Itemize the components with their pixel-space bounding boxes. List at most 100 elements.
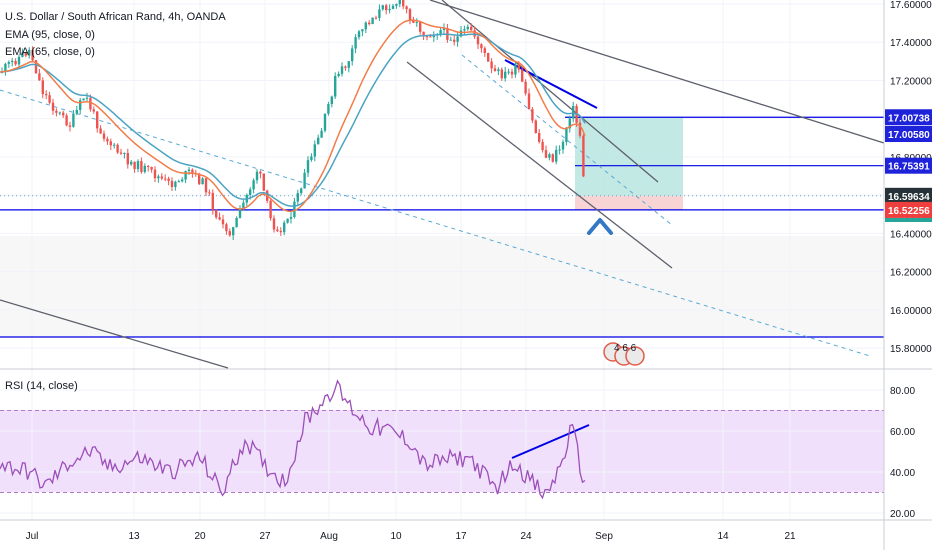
candle [548,154,551,158]
candle [300,188,303,194]
candle [337,73,340,77]
candle [106,138,109,142]
candle [174,181,177,187]
trend-lines [0,0,885,459]
lower-trend-line [0,299,229,369]
candle [102,133,106,139]
channel-upper-line [441,0,659,183]
rsi-tick-label: 40.00 [890,468,915,479]
candle [517,64,520,70]
candle [255,171,259,181]
ema-lines [0,19,586,212]
candle [531,109,534,121]
price-badge-label: 16.52256 [888,206,930,217]
candle [453,39,456,42]
candle [551,154,554,162]
candle [153,169,157,179]
candles [0,0,585,241]
price-badge [885,157,932,174]
rsi-line [0,379,586,500]
candle [45,94,48,96]
candle [242,202,245,209]
candle [544,150,548,158]
time-axis: Jul 13 20 27 Aug 10 17 24 Sep 14 21 [26,531,796,542]
candle [184,170,187,180]
candle [126,152,129,165]
candle [215,209,218,218]
candle [14,60,17,65]
candle [347,61,350,68]
candle [164,178,167,180]
candle [201,178,204,185]
candle [62,112,65,116]
price-tick-label: 17.60000 [890,0,932,11]
rsi-band [0,410,884,492]
candle [330,96,333,105]
candle [524,81,527,94]
divergence-rsi-line [511,424,590,459]
time-tick-label: Sep [595,531,613,542]
candle [344,66,347,68]
candle [38,73,41,81]
candle [320,130,323,138]
candle [289,216,293,219]
rsi-tick-label: 80.00 [890,386,915,397]
candle [408,9,412,20]
candle [327,104,330,114]
candle [28,49,31,56]
candle [167,178,170,181]
candle [541,141,544,151]
candle [221,219,225,225]
candle [259,171,262,174]
candle [568,118,571,129]
price-tick-label: 16.00000 [890,306,932,317]
profit-zone [575,117,683,196]
candle [500,69,503,79]
candle [412,19,415,23]
events-marker[interactable]: 4 6 6 [603,342,645,366]
flag-calendar-icon [625,346,645,366]
candle [89,97,92,110]
price-badge-label: 17.00738 [888,113,930,124]
rsi-legend[interactable]: RSI (14, close) [5,380,78,392]
candle [170,180,174,187]
chart-title: U.S. Dollar / South African Rand, 4h, OA… [5,11,226,23]
candle [398,0,401,5]
ema-65-legend[interactable]: EMA (65, close, 0) [5,46,95,58]
price-axis: 17.6000017.4000017.2000017.0000016.80000… [890,0,932,520]
time-tick-label: Aug [320,531,338,542]
long-trend-line [429,0,885,144]
candle [68,125,72,127]
price-badge [885,187,932,204]
candle [160,176,163,179]
candle [378,9,381,18]
candle [385,5,388,11]
time-tick-label: 24 [520,531,532,542]
candle [521,69,524,82]
candle [497,69,500,72]
candle [459,30,463,37]
candle [514,64,517,75]
candle [317,137,320,145]
candle [313,144,316,157]
candle [296,193,299,202]
candle [225,224,228,232]
candle [143,165,146,172]
candle [116,144,119,153]
time-tick-label: 17 [455,531,467,542]
price-badge [885,109,932,126]
time-tick-label: 21 [784,531,796,542]
candle [371,17,374,25]
candle [558,149,561,151]
candle [572,105,575,119]
candle [85,97,89,99]
candle [75,109,78,114]
candle [133,161,136,170]
candle [286,218,289,223]
candle [368,22,371,25]
candle [442,28,446,31]
candle [561,142,565,150]
candle [555,149,558,162]
ema-95-legend[interactable]: EMA (95, close, 0) [5,29,95,41]
